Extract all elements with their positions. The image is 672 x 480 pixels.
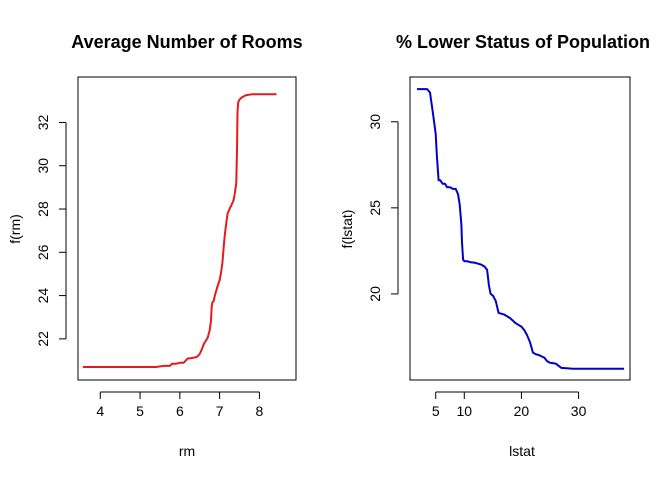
lstat-panel: % Lower Status of Population 5 10 20 30 202… [339, 32, 650, 459]
lstat-x-tick-label: 5 [432, 403, 440, 419]
lstat-plot-frame [409, 76, 631, 381]
lstat-y-tick-label: 20 [367, 286, 383, 302]
lstat-y-axis-label: f(lstat) [339, 210, 355, 249]
lstat-x-tick-label: 10 [456, 403, 472, 419]
rm-y-tick-label: 32 [35, 114, 51, 130]
rm-x-tick-label: 4 [96, 403, 104, 419]
lstat-x-axis: 5 10 20 30 [432, 391, 587, 419]
rm-y-tick-label: 26 [35, 244, 51, 260]
rm-y-tick-label: 30 [35, 158, 51, 174]
lstat-x-tick-label: 30 [571, 403, 587, 419]
rm-plot-frame [77, 76, 297, 381]
lstat-x-axis-label: lstat [509, 443, 535, 459]
lstat-series-line [417, 88, 625, 370]
lstat-y-tick-label: 30 [367, 114, 383, 130]
rm-x-axis-label: rm [179, 443, 195, 459]
rm-series-line [82, 93, 277, 368]
rm-x-tick-label: 8 [256, 403, 264, 419]
rm-y-tick-label: 28 [35, 201, 51, 217]
rm-chart-title: Average Number of Rooms [71, 32, 302, 52]
rm-x-tick-label: 6 [176, 403, 184, 419]
rm-y-tick-label: 22 [35, 331, 51, 347]
rm-y-axis-label: f(rm) [7, 214, 23, 244]
lstat-chart-title: % Lower Status of Population [396, 32, 650, 52]
rm-panel: Average Number of Rooms 4 5 6 7 8 22 24 26 28 30… [7, 32, 303, 459]
lstat-y-tick-label: 25 [367, 200, 383, 216]
lstat-y-axis: 20 25 30 [367, 114, 399, 302]
rm-x-tick-label: 7 [216, 403, 224, 419]
rm-x-tick-label: 5 [136, 403, 144, 419]
rm-y-axis: 22 24 26 28 30 32 [35, 114, 67, 347]
lstat-x-tick-label: 20 [514, 403, 530, 419]
rm-y-tick-label: 24 [35, 288, 51, 304]
rm-x-axis: 4 5 6 7 8 [96, 391, 264, 419]
